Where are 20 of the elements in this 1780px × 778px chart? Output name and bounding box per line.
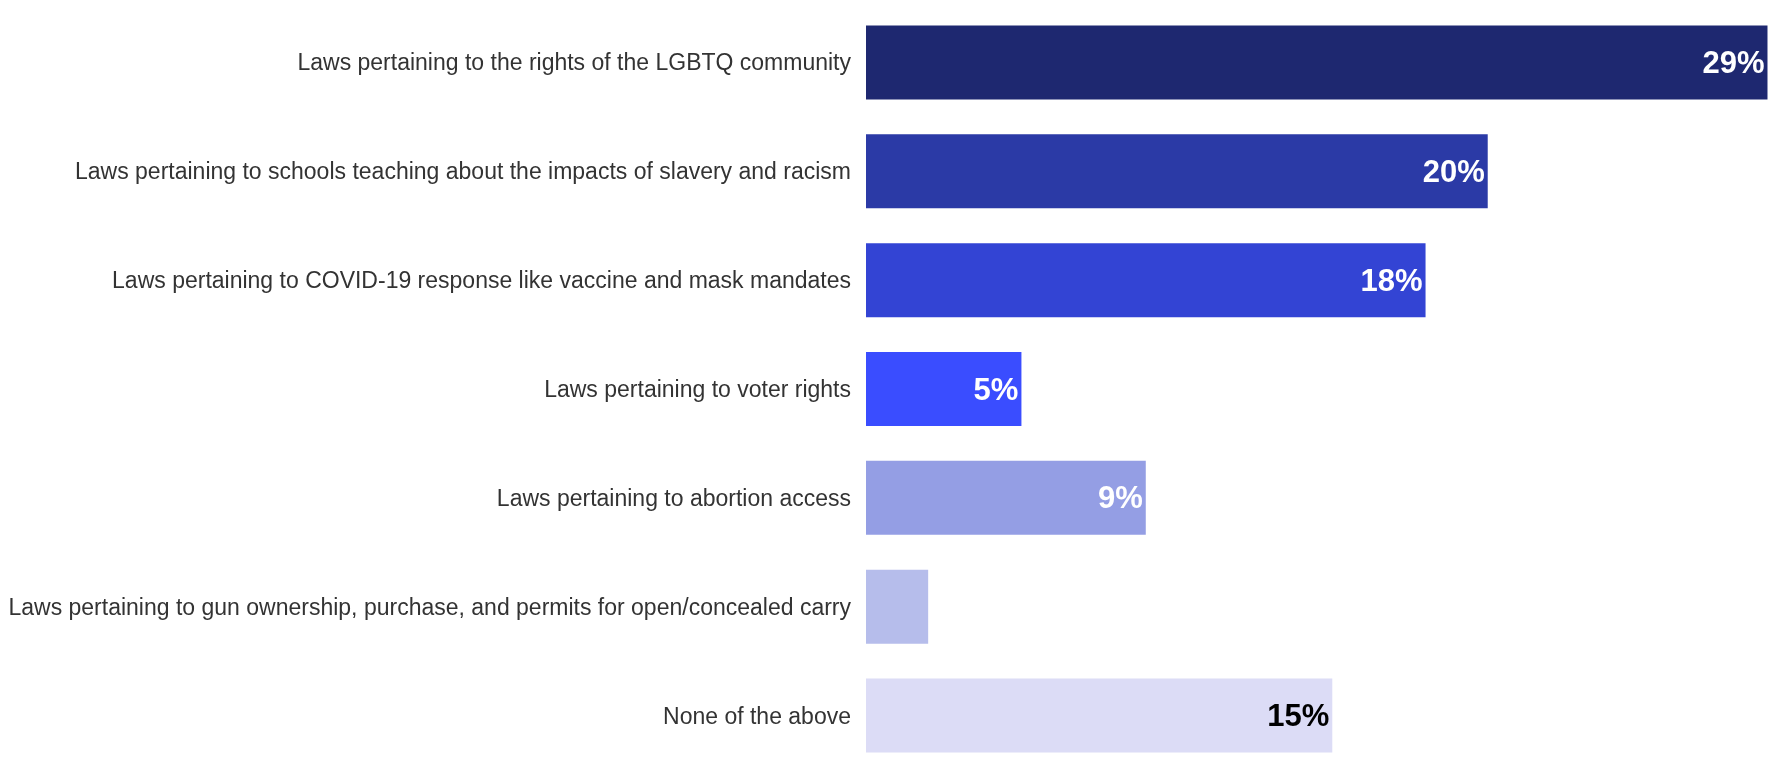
bar (866, 351, 1022, 427)
y-tick-label: Laws pertaining to the rights of the LGBTQ community (297, 49, 852, 76)
y-tick-label: Laws pertaining to voter rights (544, 376, 851, 403)
y-tick-label: Laws pertaining to COVID-19 response like vaccine and mask mandates (112, 267, 851, 294)
data-label: 9% (1097, 480, 1143, 516)
bar (866, 460, 1146, 535)
data-label: 29% (1702, 44, 1765, 80)
bar (866, 243, 1426, 318)
bar (866, 678, 1333, 753)
y-tick-label: None of the above (663, 702, 851, 729)
bar (866, 134, 1488, 209)
bar (866, 25, 1768, 100)
y-tick-label: Laws pertaining to schools teaching about the impacts of slavery and racism (74, 158, 851, 185)
data-label: 5% (973, 371, 1019, 407)
data-label: 18% (1360, 262, 1423, 298)
y-tick-label: Laws pertaining to abortion access (496, 484, 851, 511)
data-label: 20% (1422, 153, 1485, 189)
y-tick-label: Laws pertaining to gun ownership, purchase, and permits for open/concealed carry (8, 593, 852, 620)
bar (866, 569, 929, 644)
data-label: 15% (1267, 698, 1330, 734)
